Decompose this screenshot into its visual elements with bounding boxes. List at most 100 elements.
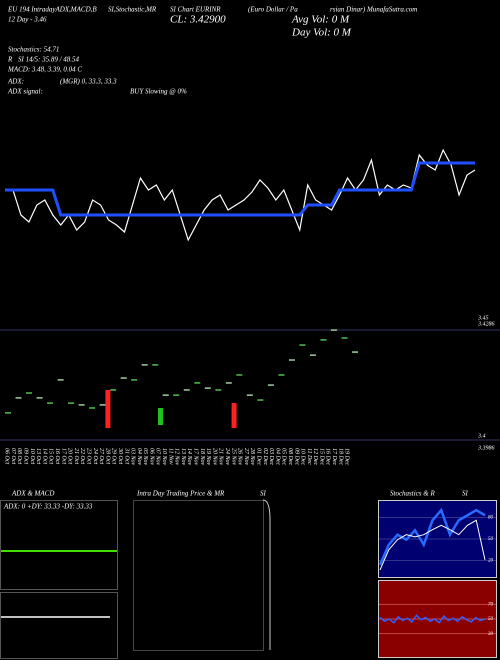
date-label: 28 Oct	[104, 448, 110, 464]
panel-title: SI	[260, 490, 267, 498]
header-text: EU 194 IntradayADX,MACD,B	[7, 6, 97, 14]
indicator-text: ADX signal:	[7, 88, 43, 96]
date-label: 03 Nov	[130, 448, 136, 466]
date-label: 30 Oct	[117, 447, 123, 464]
date-label: 09 Oct	[23, 448, 29, 464]
date-label: 15 Oct	[48, 448, 54, 464]
adx-readout: ADX: 0 +DY: 33.33 -DY: 33.33	[3, 503, 93, 511]
date-label: 25 Nov	[230, 448, 236, 466]
header-text: Avg Vol: 0 M	[291, 14, 350, 26]
indicator-text: SI 14/5: 35.89 / 48.54	[18, 56, 80, 64]
date-label: 07 Nov	[155, 448, 161, 466]
macd-box	[0, 592, 118, 659]
date-label: 09 Dec	[293, 448, 299, 465]
date-label: 05 Nov	[142, 448, 148, 466]
header-text: rsian Dinar) MunafaSutra.com	[330, 6, 417, 14]
header-text: SI Chart EURINR	[170, 6, 221, 14]
date-label: 29 Oct	[111, 448, 117, 464]
date-label: 22 Oct	[79, 448, 85, 464]
header-text: Day Vol: 0 M	[291, 27, 352, 39]
indicator-text: (MGR) 0, 33.3, 33.3	[60, 78, 117, 86]
date-label: 27 Nov	[243, 448, 249, 466]
indicator-text: BUY Slowing @ 0%	[130, 88, 187, 96]
date-label: 02 Dec	[262, 448, 268, 465]
price-label: 3.4	[477, 432, 486, 439]
date-label: 24 Nov	[224, 448, 231, 466]
date-label: 26 Nov	[237, 448, 243, 466]
date-label: 08 Oct	[16, 448, 22, 464]
date-label: 12 Dec	[312, 448, 318, 465]
price-label: 3.45	[477, 314, 489, 321]
stoch-line	[378, 507, 486, 566]
y-tick-label: 50	[488, 537, 494, 542]
panel-title: ADX & MACD	[11, 490, 54, 498]
date-label: 17 Dec	[331, 448, 337, 465]
candle-bar	[105, 389, 111, 429]
y-tick-label: 20	[488, 559, 494, 564]
date-label: 04 Dec	[274, 448, 281, 465]
indicator-text: R	[7, 56, 13, 64]
date-label: 12 Nov	[174, 448, 180, 466]
indicator-text: ADX:	[7, 78, 24, 86]
header-text: (Euro Dollar / Pa	[248, 6, 298, 14]
panel-title: Intra Day Trading Price & MR	[136, 490, 225, 498]
rsi-line	[379, 614, 486, 624]
header-text: CL: 3.42900	[170, 14, 226, 26]
date-label: 28 Nov	[249, 448, 255, 466]
header-text: SI,Stochastic,MR	[108, 6, 157, 14]
date-label: 17 Oct	[60, 448, 66, 464]
date-label: 31 Oct	[123, 447, 129, 464]
price-line	[5, 161, 475, 217]
panel-title: Stochastics & R	[390, 490, 435, 498]
date-label: 03 Dec	[268, 448, 274, 465]
date-label: 10 Nov	[161, 448, 167, 466]
header-text: 12 Day - 3.46	[8, 16, 47, 24]
date-label: 24 Oct	[92, 448, 99, 464]
date-label: 23 Oct	[85, 448, 91, 464]
date-label: 27 Oct	[98, 448, 104, 464]
date-label: 21 Oct	[73, 448, 79, 464]
adx-box	[0, 500, 118, 590]
date-label: 01 Dec	[255, 448, 261, 465]
date-label: 16 Dec	[325, 448, 331, 465]
indicator-text: MACD: 3.48, 3.39, 0.04 C	[7, 66, 82, 74]
y-tick-label: 80	[488, 516, 494, 521]
date-label: 20 Oct	[67, 448, 73, 464]
intraday-border	[262, 499, 271, 650]
date-label: 11 Nov	[167, 448, 173, 465]
date-label: 13 Nov	[180, 448, 186, 466]
price-label: 3.4286	[477, 320, 495, 327]
candle-bar	[231, 403, 237, 429]
date-label: 14 Oct	[41, 448, 48, 464]
date-label: 11 Dec	[306, 448, 312, 465]
date-label: 13 Oct	[35, 448, 41, 464]
y-tick-label: 50	[488, 617, 494, 622]
date-label: 08 Dec	[287, 448, 293, 465]
intraday-box	[133, 500, 264, 651]
candle-bar	[157, 407, 163, 426]
date-label: 18 Dec	[337, 448, 343, 465]
date-label: 06 Nov	[148, 448, 154, 466]
date-label: 17 Nov	[193, 448, 199, 466]
y-tick-label: 30	[488, 632, 494, 637]
date-label: 16 Oct	[54, 448, 60, 464]
date-label: 10 Dec	[300, 448, 306, 465]
indicator-text: Stochastics: 54.71	[8, 46, 59, 54]
price-line	[5, 148, 476, 242]
stoch-line	[379, 519, 486, 571]
date-label: 20 Nov	[211, 448, 217, 466]
date-label: 10 Oct	[29, 448, 35, 464]
date-label: 19 Dec	[344, 448, 350, 465]
date-label: 18 Nov	[199, 448, 205, 466]
date-label: 21 Nov	[218, 448, 224, 466]
date-label: 15 Dec	[318, 448, 324, 465]
date-label: 04 Nov	[136, 448, 143, 466]
date-label: 19 Nov	[205, 448, 211, 466]
date-label: 14 Nov	[186, 448, 193, 466]
panel-title: SI	[462, 490, 469, 498]
price-label: 3.3986	[477, 445, 495, 451]
date-label: 05 Dec	[281, 448, 287, 465]
date-label: 06 Oct	[4, 448, 10, 464]
